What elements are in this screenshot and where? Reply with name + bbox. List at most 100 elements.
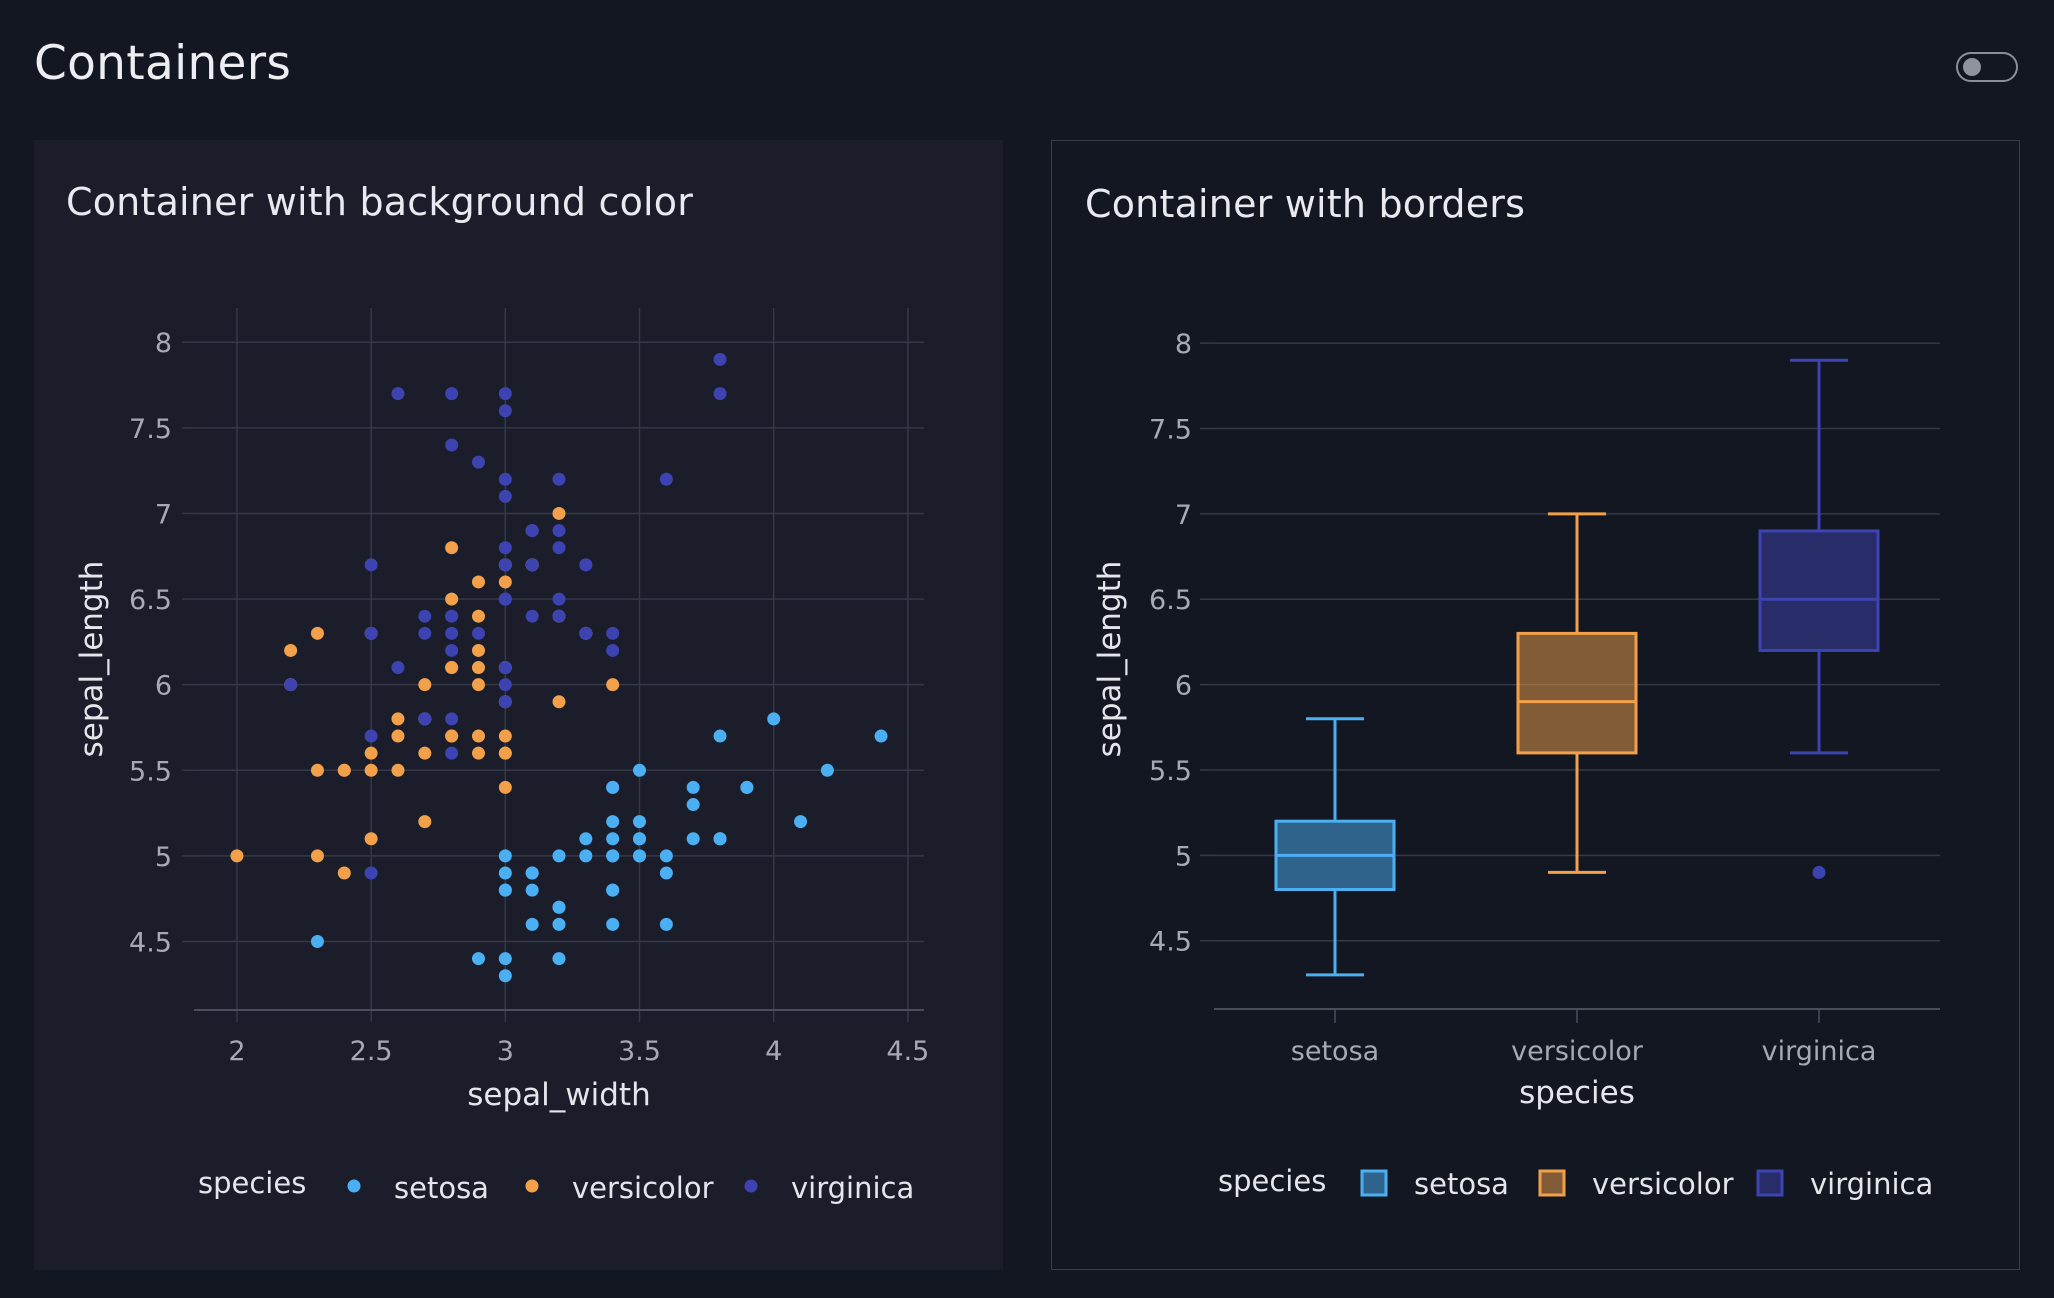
scatter-point-versicolor [337,763,351,777]
legend-label: setosa [394,1171,489,1205]
scatter-point-setosa [686,798,700,812]
legend-marker-versicolor [1538,1169,1566,1197]
scatter-point-setosa [471,952,485,966]
scatter-point-setosa [606,832,620,846]
x-axis-label: species [1519,1075,1635,1111]
box-virginica [1758,529,1880,652]
legend-label: virginica [791,1171,914,1205]
x-axis-label: sepal_width [467,1077,650,1113]
scatter-point-virginica [418,609,432,623]
scatter-point-virginica [713,352,727,366]
scatter-point-virginica [606,626,620,640]
scatter-point-versicolor [310,626,324,640]
scatter-point-virginica [471,455,485,469]
scatter-point-setosa [713,832,727,846]
scatter-point-virginica [445,626,459,640]
scatter-point-setosa [525,883,539,897]
scatter-point-virginica [364,866,378,880]
scatter-point-virginica [445,609,459,623]
legend-marker-setosa [1360,1169,1388,1197]
scatter-point-virginica [391,387,405,401]
legend-title: species [1218,1164,1326,1198]
scatter-chart: 2 2.5 3 3.5 4 4.54.555.566.577.58sepal_widths… [74,308,929,1205]
scatter-point-versicolor [471,729,485,743]
y-tick-label: 4.5 [1149,927,1192,958]
scatter-point-virginica [445,438,459,452]
x-tick-label: 3.5 [618,1036,661,1067]
scatter-point-versicolor [471,609,485,623]
scatter-point-virginica [498,387,512,401]
scatter-point-setosa [606,780,620,794]
scatter-point-versicolor [418,746,432,760]
scatter-point-setosa [874,729,888,743]
scatter-point-setosa [498,849,512,863]
y-tick-label: 6 [155,671,172,702]
scatter-point-versicolor [364,763,378,777]
scatter-point-versicolor [284,643,298,657]
legend-label: virginica [1810,1167,1933,1201]
scatter-point-virginica [364,558,378,572]
legend-label: versicolor [572,1171,714,1205]
scatter-point-virginica [525,558,539,572]
legend-label: setosa [1414,1167,1509,1201]
scatter-point-virginica [552,609,566,623]
x-tick-label: 2.5 [350,1036,393,1067]
scatter-point-virginica [498,558,512,572]
scatter-point-setosa [686,780,700,794]
scatter-point-setosa [606,917,620,931]
scatter-point-setosa [740,780,754,794]
scatter-point-setosa [606,849,620,863]
scatter-point-versicolor [471,678,485,692]
scatter-point-setosa [767,712,781,726]
scatter-point-virginica [445,643,459,657]
scatter-point-virginica [364,729,378,743]
scatter-point-virginica [284,678,298,692]
scatter-point-virginica [498,472,512,486]
scatter-point-setosa [659,917,673,931]
scatter-point-versicolor [391,729,405,743]
y-tick-label: 5.5 [1149,756,1192,787]
scatter-point-setosa [498,866,512,880]
y-tick-label: 5 [155,842,172,873]
scatter-point-virginica [418,626,432,640]
scatter-point-virginica [498,592,512,606]
x-tick-label: setosa [1291,1036,1379,1067]
legend-marker-setosa [347,1179,361,1193]
scatter-point-virginica [525,524,539,538]
scatter-point-setosa [686,832,700,846]
scatter-point-virginica [606,643,620,657]
scatter-point-versicolor [606,678,620,692]
scatter-point-setosa [659,849,673,863]
scatter-point-setosa [633,815,647,829]
scatter-point-virginica [579,626,593,640]
scatter-point-versicolor [445,729,459,743]
x-tick-label: 4 [765,1036,782,1067]
legend-label: versicolor [1592,1167,1734,1201]
scatter-point-setosa [525,917,539,931]
y-tick-label: 5 [1175,841,1192,872]
scatter-point-versicolor [364,832,378,846]
scatter-point-virginica [418,712,432,726]
box-versicolor [1516,631,1638,755]
y-tick-label: 7 [155,499,172,530]
scatter-point-versicolor [498,729,512,743]
scatter-point-virginica [498,695,512,709]
y-tick-label: 8 [155,328,172,359]
scatter-point-versicolor [552,506,566,520]
scatter-point-virginica [498,678,512,692]
scatter-point-versicolor [310,849,324,863]
background-container: Container with background color 2 2.5 3 3.5… [34,140,1003,1270]
scatter-point-versicolor [391,712,405,726]
theme-toggle[interactable] [1956,52,2018,82]
scatter-point-versicolor [471,575,485,589]
y-tick-label: 7.5 [1149,415,1192,446]
y-tick-label: 7.5 [129,414,172,445]
scatter-point-virginica [579,558,593,572]
y-tick-label: 8 [1175,329,1192,360]
scatter-point-virginica [552,472,566,486]
scatter-point-setosa [579,832,593,846]
scatter-point-versicolor [418,815,432,829]
scatter-point-virginica [713,387,727,401]
scatter-point-versicolor [230,849,244,863]
scatter-point-setosa [552,900,566,914]
